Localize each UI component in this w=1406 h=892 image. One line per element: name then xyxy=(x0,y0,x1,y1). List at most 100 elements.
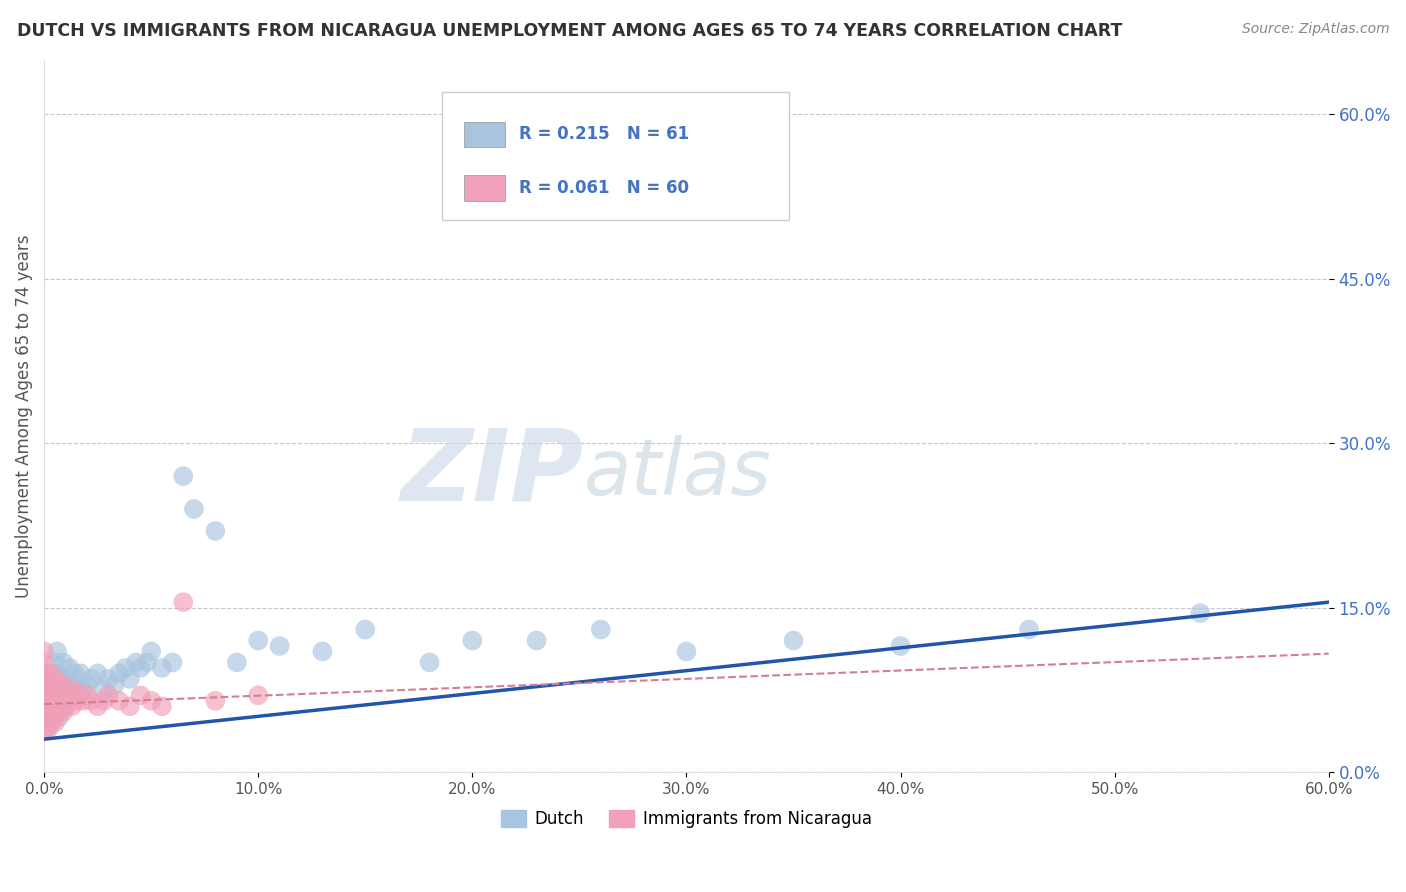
Point xyxy=(118,672,141,686)
Point xyxy=(80,694,103,708)
Point xyxy=(52,689,75,703)
Point xyxy=(890,639,912,653)
Point xyxy=(204,694,226,708)
Point xyxy=(108,666,131,681)
Point xyxy=(46,644,69,658)
Point xyxy=(32,677,55,691)
Point xyxy=(32,656,55,670)
Text: R = 0.061   N = 60: R = 0.061 N = 60 xyxy=(519,178,689,197)
Point xyxy=(97,672,120,686)
Point xyxy=(311,644,333,658)
Point xyxy=(150,699,173,714)
Point xyxy=(37,705,59,719)
Point xyxy=(39,715,62,730)
Point xyxy=(80,672,103,686)
Point xyxy=(52,689,75,703)
Point xyxy=(35,672,58,686)
Point xyxy=(63,666,86,681)
Point xyxy=(41,666,63,681)
Point xyxy=(55,699,77,714)
Point xyxy=(67,689,90,703)
Point xyxy=(44,710,66,724)
Point xyxy=(48,682,70,697)
Point xyxy=(39,666,62,681)
Point xyxy=(39,689,62,703)
Point xyxy=(59,689,82,703)
FancyBboxPatch shape xyxy=(464,175,505,201)
Point xyxy=(44,672,66,686)
Point xyxy=(41,710,63,724)
Point xyxy=(59,661,82,675)
Point xyxy=(782,633,804,648)
Point xyxy=(93,682,115,697)
Point xyxy=(51,677,73,691)
Point xyxy=(44,656,66,670)
Point xyxy=(526,633,548,648)
Point xyxy=(55,672,77,686)
Point xyxy=(55,682,77,697)
Point xyxy=(150,661,173,675)
Point xyxy=(104,677,127,691)
Point xyxy=(39,710,62,724)
Y-axis label: Unemployment Among Ages 65 to 74 years: Unemployment Among Ages 65 to 74 years xyxy=(15,234,32,598)
Point xyxy=(141,644,163,658)
Point xyxy=(46,677,69,691)
Point xyxy=(93,694,115,708)
Point xyxy=(48,710,70,724)
Point xyxy=(60,699,83,714)
Point xyxy=(56,682,79,697)
Point xyxy=(39,699,62,714)
Point xyxy=(589,623,612,637)
Point xyxy=(135,656,157,670)
Point xyxy=(48,689,70,703)
Point xyxy=(204,524,226,538)
Point xyxy=(247,689,270,703)
Point xyxy=(65,694,87,708)
Point xyxy=(97,689,120,703)
Point xyxy=(32,699,55,714)
Point xyxy=(37,721,59,735)
Point xyxy=(46,699,69,714)
Point xyxy=(35,694,58,708)
Point xyxy=(32,710,55,724)
Point xyxy=(37,721,59,735)
Point xyxy=(52,656,75,670)
Point xyxy=(39,677,62,691)
Point xyxy=(675,644,697,658)
Point xyxy=(225,656,247,670)
Point xyxy=(129,661,152,675)
Point xyxy=(44,694,66,708)
Point xyxy=(46,699,69,714)
Point xyxy=(41,699,63,714)
Point xyxy=(129,689,152,703)
Point xyxy=(52,705,75,719)
Point xyxy=(183,502,205,516)
Point xyxy=(32,699,55,714)
Point xyxy=(125,656,148,670)
Text: DUTCH VS IMMIGRANTS FROM NICARAGUA UNEMPLOYMENT AMONG AGES 65 TO 74 YEARS CORREL: DUTCH VS IMMIGRANTS FROM NICARAGUA UNEMP… xyxy=(17,22,1122,40)
Point xyxy=(44,715,66,730)
Point xyxy=(35,689,58,703)
Point xyxy=(44,689,66,703)
Point xyxy=(55,694,77,708)
Point xyxy=(41,689,63,703)
Point xyxy=(35,710,58,724)
Point xyxy=(32,677,55,691)
Point xyxy=(108,694,131,708)
Point xyxy=(63,682,86,697)
Point xyxy=(56,694,79,708)
Point xyxy=(141,694,163,708)
Point xyxy=(418,656,440,670)
Point xyxy=(118,699,141,714)
Point xyxy=(114,661,136,675)
Point xyxy=(35,715,58,730)
Text: Source: ZipAtlas.com: Source: ZipAtlas.com xyxy=(1241,22,1389,37)
Point xyxy=(35,710,58,724)
Legend: Dutch, Immigrants from Nicaragua: Dutch, Immigrants from Nicaragua xyxy=(495,804,879,835)
Text: ZIP: ZIP xyxy=(401,425,583,521)
Point xyxy=(247,633,270,648)
Point xyxy=(51,699,73,714)
Point xyxy=(35,666,58,681)
Point xyxy=(461,633,484,648)
Point xyxy=(41,677,63,691)
